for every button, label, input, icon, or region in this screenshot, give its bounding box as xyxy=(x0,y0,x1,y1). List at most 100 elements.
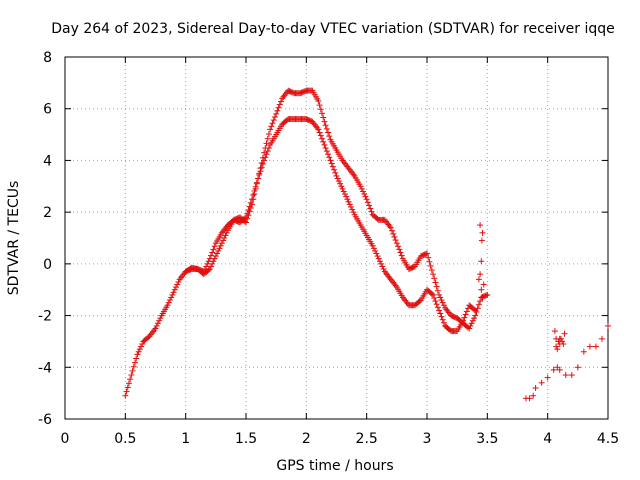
data-point xyxy=(173,284,180,291)
data-point xyxy=(267,126,274,133)
x-tick-label: 2 xyxy=(302,431,311,447)
data-point xyxy=(478,258,485,265)
data-point xyxy=(249,196,256,203)
data-point xyxy=(333,172,340,179)
data-point xyxy=(208,252,215,259)
data-point xyxy=(315,97,322,104)
data-point xyxy=(319,135,326,142)
data-point xyxy=(340,188,347,195)
data-point xyxy=(265,131,272,138)
data-point xyxy=(203,263,210,270)
data-point xyxy=(437,310,444,317)
data-point xyxy=(389,227,396,234)
data-point xyxy=(247,199,254,206)
data-point xyxy=(341,191,348,198)
data-point xyxy=(347,203,354,210)
data-point xyxy=(468,320,475,327)
data-point xyxy=(360,188,367,195)
data-point xyxy=(124,384,131,391)
data-point xyxy=(433,283,440,290)
data-point xyxy=(246,203,253,210)
data-point xyxy=(439,299,446,306)
data-point xyxy=(393,240,400,247)
data-point xyxy=(317,132,324,139)
data-point xyxy=(133,355,140,362)
data-point xyxy=(123,388,130,395)
data-point xyxy=(477,298,484,305)
data-point xyxy=(343,193,350,200)
data-point xyxy=(469,317,476,324)
data-point xyxy=(258,164,265,171)
data-point xyxy=(276,101,283,108)
data-point xyxy=(321,141,328,148)
data-point xyxy=(264,135,271,142)
data-point xyxy=(431,275,438,282)
plot-frame xyxy=(64,56,609,420)
data-point xyxy=(221,235,228,241)
data-point xyxy=(321,118,328,125)
data-point xyxy=(220,237,227,244)
data-point xyxy=(526,395,533,402)
data-point xyxy=(171,286,178,293)
data-point xyxy=(205,258,212,265)
data-point xyxy=(129,367,136,374)
data-point xyxy=(263,151,270,158)
data-point xyxy=(334,175,341,182)
data-point xyxy=(138,343,145,350)
data-point xyxy=(367,205,374,212)
x-tick-label: 2.5 xyxy=(356,431,378,447)
data-point xyxy=(174,281,181,288)
data-point xyxy=(275,104,282,111)
data-point xyxy=(467,322,474,329)
data-point xyxy=(170,289,177,296)
data-point xyxy=(325,151,332,158)
data-point xyxy=(463,308,470,315)
data-point xyxy=(561,330,568,337)
data-point xyxy=(436,291,443,298)
data-point xyxy=(427,262,434,269)
data-point xyxy=(244,210,251,217)
data-point xyxy=(479,294,486,301)
data-point xyxy=(550,366,557,373)
x-axis-label: GPS time / hours xyxy=(276,458,393,474)
data-point xyxy=(592,343,599,350)
data-point xyxy=(339,185,346,192)
data-point xyxy=(373,250,380,257)
data-point xyxy=(204,260,211,267)
data-point xyxy=(361,191,368,198)
data-point xyxy=(346,201,353,208)
data-point xyxy=(125,380,132,387)
data-point xyxy=(430,291,437,298)
data-point xyxy=(461,314,468,321)
x-tick-label: 0 xyxy=(61,431,70,447)
data-point xyxy=(250,192,257,199)
data-point xyxy=(432,279,439,286)
data-point xyxy=(332,169,339,176)
data-point xyxy=(316,102,323,109)
data-point xyxy=(483,292,490,299)
data-point xyxy=(368,208,375,215)
data-point xyxy=(387,224,394,231)
data-point xyxy=(201,266,208,273)
data-point xyxy=(437,294,444,301)
data-point xyxy=(253,179,260,186)
x-tick-label: 1 xyxy=(181,431,190,447)
data-point xyxy=(438,313,445,320)
data-point xyxy=(252,183,259,190)
data-point xyxy=(217,242,224,249)
data-point xyxy=(337,180,344,187)
data-point xyxy=(477,271,484,278)
data-point xyxy=(430,271,437,278)
data-point xyxy=(475,301,482,308)
data-point xyxy=(127,376,134,383)
y-tick-label: 2 xyxy=(43,205,52,221)
data-point xyxy=(475,276,482,283)
data-point xyxy=(245,207,252,214)
data-point xyxy=(358,185,365,192)
data-point xyxy=(277,98,284,105)
data-point xyxy=(216,245,223,252)
data-point xyxy=(466,325,473,332)
data-point xyxy=(374,253,381,260)
data-point xyxy=(586,343,593,350)
data-point xyxy=(556,335,563,342)
